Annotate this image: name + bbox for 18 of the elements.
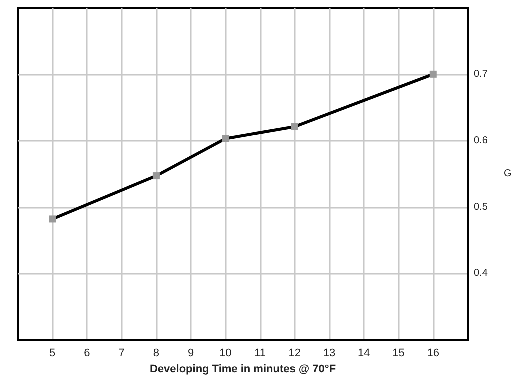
x-tick-label: 11: [254, 348, 266, 360]
x-tick-label: 14: [358, 348, 370, 360]
x-tick-label: 8: [153, 348, 160, 360]
x-tick-label: 7: [118, 348, 125, 360]
y-tick-label: 0.4: [474, 268, 488, 280]
y-tick-label: 0.5: [474, 202, 488, 213]
x-tick-label: 15: [392, 348, 405, 360]
y-tick-label: 0.7: [474, 68, 488, 80]
x-tick-label: 9: [188, 348, 194, 360]
x-tick-label: 12: [288, 348, 302, 360]
x-tick-label: 16: [427, 348, 440, 360]
x-tick-label: 10: [220, 348, 232, 360]
x-axis-title: Developing Time in minutes @ 70°F: [150, 364, 336, 376]
x-tick-label: 13: [323, 348, 336, 360]
x-tick-label: 6: [84, 348, 90, 360]
x-tick-label: 5: [50, 348, 56, 360]
y-axis-title: G: [504, 168, 512, 180]
y-tick-label: 0.6: [474, 135, 488, 146]
